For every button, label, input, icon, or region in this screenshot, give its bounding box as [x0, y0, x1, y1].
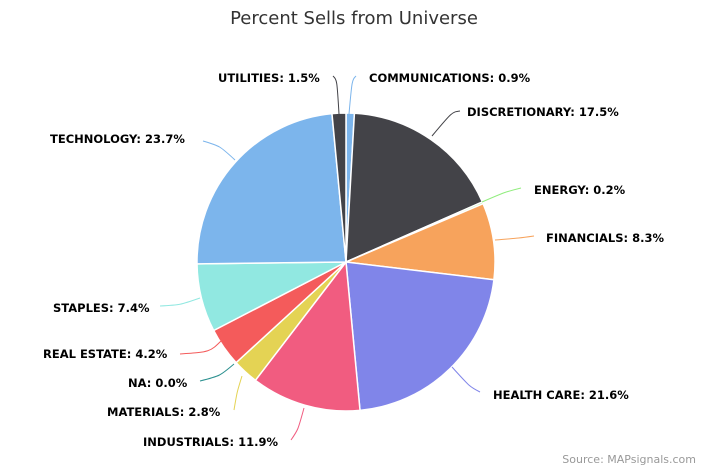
pie-slice-technology[interactable]: [196, 112, 347, 265]
connector-energy: [481, 187, 522, 203]
chart-title: Percent Sells from Universe: [230, 8, 478, 29]
pie-slice-industrials[interactable]: [254, 261, 361, 412]
pie-slice-health-care[interactable]: [345, 261, 495, 412]
data-label-energy: ENERGY: 0.2%: [534, 183, 626, 197]
data-label-utilities: UTILITIES: 1.5%: [218, 71, 320, 85]
connector-financials: [494, 235, 535, 241]
connector-real-estate: [179, 339, 223, 355]
data-label-technology: TECHNOLOGY: 23.7%: [50, 132, 185, 146]
data-label-discretionary: DISCRETIONARY: 17.5%: [467, 105, 619, 119]
connector-technology: [202, 140, 236, 161]
label-connectors: [159, 75, 535, 441]
data-label-na: NA: 0.0%: [128, 376, 188, 390]
connector-na: [199, 363, 235, 382]
data-label-real-estate: REAL ESTATE: 4.2%: [43, 347, 168, 361]
data-label-industrials: INDUSTRIALS: 11.9%: [143, 435, 279, 449]
data-label-communications: COMMUNICATIONS: 0.9%: [369, 71, 531, 85]
data-label-health-care: HEALTH CARE: 21.6%: [493, 388, 629, 402]
source-credit[interactable]: Source: MAPsignals.com: [562, 453, 696, 466]
pie-slices: [196, 112, 496, 412]
connector-staples: [159, 297, 201, 307]
connector-communications: [348, 75, 357, 115]
connector-discretionary: [431, 110, 461, 137]
connector-utilities: [332, 75, 340, 115]
connector-materials: [233, 375, 243, 411]
data-labels: COMMUNICATIONS: 0.9% DISCRETIONARY: 17.5%…: [43, 71, 664, 449]
connector-health-care: [451, 366, 481, 393]
connector-industrials: [290, 407, 305, 441]
data-label-financials: FINANCIALS: 8.3%: [546, 231, 664, 245]
data-label-materials: MATERIALS: 2.8%: [107, 405, 221, 419]
pie-slice-discretionary[interactable]: [345, 112, 484, 263]
data-label-staples: STAPLES: 7.4%: [53, 301, 150, 315]
